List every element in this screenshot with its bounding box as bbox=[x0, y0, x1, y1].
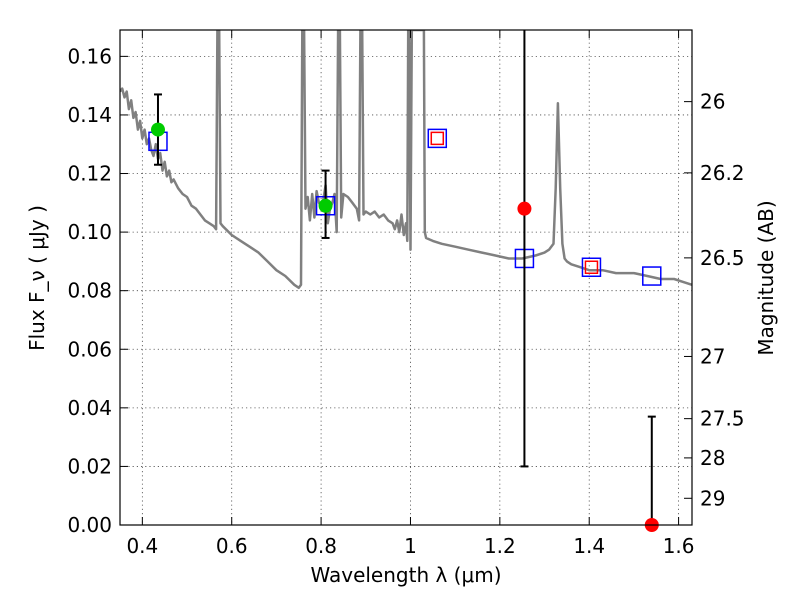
y-tick-label: 0.02 bbox=[67, 454, 112, 478]
right-tick-label: 26.2 bbox=[700, 161, 745, 185]
plot-frame bbox=[119, 29, 693, 526]
right-tick-label: 27 bbox=[700, 344, 725, 368]
data-point bbox=[318, 198, 333, 213]
y-tick-label: 0.08 bbox=[67, 279, 112, 303]
x-tick-label: 1.6 bbox=[663, 534, 695, 558]
plot-background bbox=[120, 30, 692, 525]
x-tick-label: 1 bbox=[404, 534, 417, 558]
y-tick-label: 0.00 bbox=[67, 513, 112, 537]
axes-layer: 0.4 0.6 0.8 1 1.2 1.4 1.6 0.00 0.02 0.04 0.06 0.08 0… bbox=[67, 30, 745, 558]
right-tick-label: 26.5 bbox=[700, 246, 745, 270]
data-point bbox=[517, 201, 532, 216]
y-tick-label: 0.06 bbox=[67, 337, 112, 361]
data-point bbox=[150, 122, 165, 137]
x-tick-label: 0.6 bbox=[216, 534, 248, 558]
y-tick-label: 0.10 bbox=[67, 220, 112, 244]
model-square bbox=[642, 266, 662, 286]
x-tick-label: 0.8 bbox=[305, 534, 337, 558]
y-tick-label: 0.04 bbox=[67, 396, 112, 420]
right-axis-label: Magnitude (AB) bbox=[754, 200, 778, 355]
x-tick-label: 1.4 bbox=[573, 534, 605, 558]
markers-layer bbox=[148, 30, 662, 532]
right-tick-label: 27.5 bbox=[700, 407, 745, 431]
y-axis-label: Flux F_ν ( μJy ) bbox=[25, 205, 49, 351]
x-axis-label: Wavelength λ (μm) bbox=[310, 563, 501, 587]
y-tick-label: 0.12 bbox=[67, 162, 112, 186]
right-tick-label: 28 bbox=[700, 446, 725, 470]
y-tick-label: 0.16 bbox=[67, 44, 112, 68]
x-tick-label: 0.4 bbox=[126, 534, 158, 558]
right-tick-label: 26 bbox=[700, 90, 725, 114]
inner-square bbox=[430, 131, 445, 146]
model-square bbox=[427, 128, 448, 149]
x-tick-label: 1.2 bbox=[484, 534, 516, 558]
right-tick-label: 29 bbox=[700, 486, 725, 510]
inner-square bbox=[584, 260, 599, 274]
model-square bbox=[581, 257, 602, 277]
y-tick-label: 0.14 bbox=[67, 103, 112, 127]
